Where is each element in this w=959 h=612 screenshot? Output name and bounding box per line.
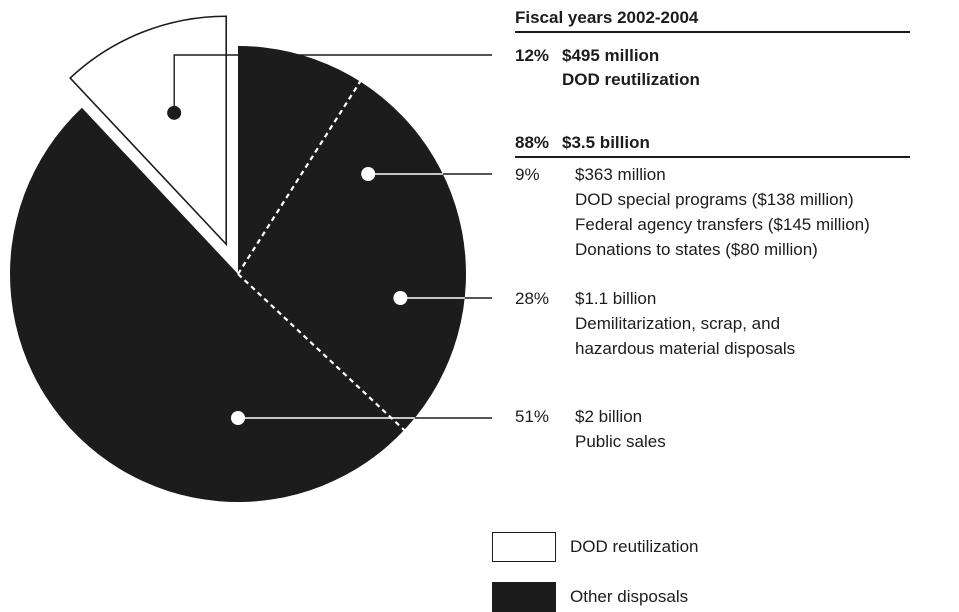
desc-line-special-programs: DOD special programs ($138 million) — [575, 190, 854, 209]
annotation-public-sales: 51% $2 billion Public sales — [515, 407, 666, 451]
group-header-other: 88% $3.5 billion — [515, 133, 910, 158]
desc-line-donations: Donations to states ($80 million) — [575, 240, 818, 259]
legend-swatch-white — [492, 532, 556, 562]
leader-lines — [167, 54, 492, 425]
leader-line-reutilization — [173, 54, 492, 113]
amount-label-reutilization: $495 million — [562, 46, 659, 65]
leader-dot-demilitarization — [393, 291, 408, 305]
leader-dot-special-programs — [361, 167, 376, 181]
chart-title: Fiscal years 2002-2004 — [515, 8, 699, 27]
pct-label-public-sales: 51% — [515, 407, 549, 426]
amount-label-other-total: $3.5 billion — [562, 133, 650, 152]
desc-label-reutilization: DOD reutilization — [562, 70, 700, 89]
pie-slice-reutilization — [69, 15, 228, 247]
desc-line-public-sales: Public sales — [575, 432, 666, 451]
annotation-demilitarization: 28% $1.1 billion Demilitarization, scrap… — [515, 289, 795, 358]
leader-dot-public-sales — [231, 411, 245, 425]
desc-line-demilitarization: Demilitarization, scrap, and — [575, 314, 780, 333]
divider-after-special-programs — [237, 80, 362, 275]
pie-slices — [9, 15, 467, 502]
amount-label-public-sales: $2 billion — [575, 407, 642, 426]
pct-label-reutilization: 12% — [515, 46, 549, 65]
legend-swatch-black — [492, 582, 556, 612]
leader-dot-reutilization — [167, 105, 182, 120]
annotation-special-programs: 9% $363 million DOD special programs ($1… — [515, 165, 870, 259]
pct-label-demilitarization: 28% — [515, 289, 549, 308]
divider-after-demilitarization — [237, 273, 405, 431]
legend-item-reutilization: DOD reutilization — [492, 532, 699, 562]
legend-item-other: Other disposals — [492, 582, 688, 612]
legend-label-reutilization: DOD reutilization — [570, 537, 699, 556]
slice-dividers — [237, 80, 405, 431]
amount-label-special-programs: $363 million — [575, 165, 666, 184]
desc-line-federal-transfers: Federal agency transfers ($145 million) — [575, 215, 870, 234]
annotation-reutilization: 12% $495 million DOD reutilization — [515, 46, 700, 89]
pct-label-other-total: 88% — [515, 133, 549, 152]
pct-label-special-programs: 9% — [515, 165, 540, 184]
amount-label-demilitarization: $1.1 billion — [575, 289, 656, 308]
desc-line-hazardous: hazardous material disposals — [575, 339, 795, 358]
legend-label-other: Other disposals — [570, 587, 689, 606]
